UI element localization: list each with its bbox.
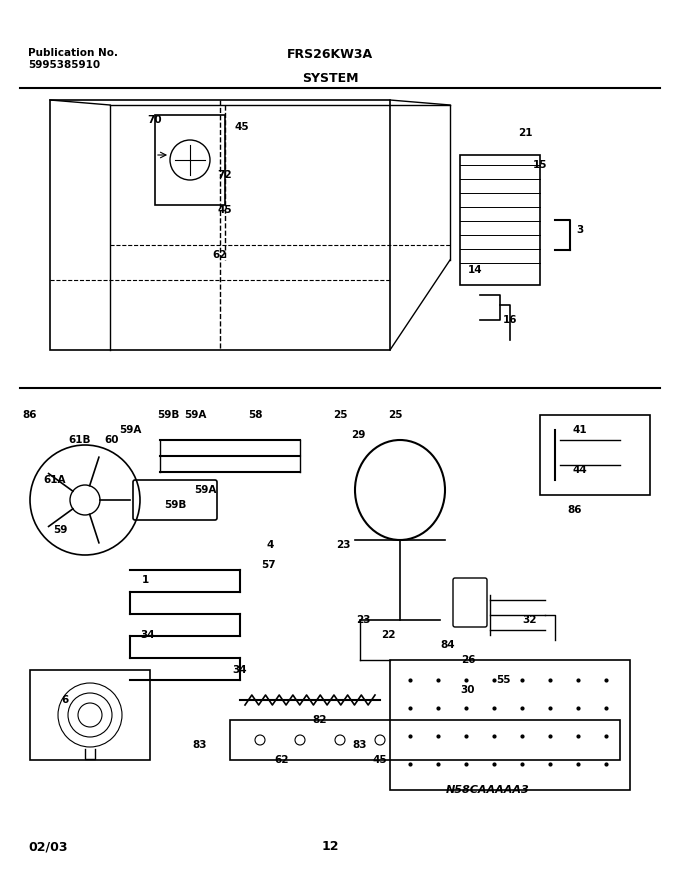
Text: 45: 45 xyxy=(235,122,250,132)
Text: 55: 55 xyxy=(496,675,510,685)
Text: 15: 15 xyxy=(532,160,547,170)
Text: 62: 62 xyxy=(213,250,227,260)
Text: 41: 41 xyxy=(573,425,588,435)
Text: 57: 57 xyxy=(260,560,275,570)
Text: 61B: 61B xyxy=(69,435,91,445)
Text: 4: 4 xyxy=(267,540,273,550)
Text: 59: 59 xyxy=(53,525,67,535)
Text: 62: 62 xyxy=(275,755,289,765)
Text: FRS26KW3A: FRS26KW3A xyxy=(287,48,373,61)
Text: 44: 44 xyxy=(573,465,588,475)
Text: 26: 26 xyxy=(461,655,475,665)
Text: 34: 34 xyxy=(233,665,248,675)
Text: 82: 82 xyxy=(313,715,327,725)
Text: SYSTEM: SYSTEM xyxy=(302,72,358,85)
Text: 59A: 59A xyxy=(119,425,141,435)
Text: 6: 6 xyxy=(61,695,69,705)
Text: 84: 84 xyxy=(441,640,456,650)
Text: 83: 83 xyxy=(353,740,367,750)
Text: 59A: 59A xyxy=(194,485,216,495)
Text: 21: 21 xyxy=(517,128,532,138)
Text: 1: 1 xyxy=(141,575,149,585)
Text: 59B: 59B xyxy=(157,410,180,420)
Text: 45: 45 xyxy=(373,755,388,765)
Text: 60: 60 xyxy=(105,435,119,445)
Text: 23: 23 xyxy=(336,540,350,550)
Text: 86: 86 xyxy=(22,410,37,420)
Text: 61A: 61A xyxy=(44,475,66,485)
Text: 32: 32 xyxy=(523,615,537,625)
Text: 12: 12 xyxy=(321,840,339,853)
Text: 23: 23 xyxy=(356,615,370,625)
Text: 70: 70 xyxy=(148,115,163,125)
Text: N58CAAAAA3: N58CAAAAA3 xyxy=(446,785,530,795)
Text: 58: 58 xyxy=(248,410,262,420)
Text: 29: 29 xyxy=(351,430,365,440)
Text: 45: 45 xyxy=(218,205,233,215)
Text: 16: 16 xyxy=(503,315,517,325)
Text: 86: 86 xyxy=(568,505,582,515)
Text: 3: 3 xyxy=(577,225,583,235)
Text: Publication No.
5995385910: Publication No. 5995385910 xyxy=(28,48,118,70)
Text: 83: 83 xyxy=(192,740,207,750)
Text: 34: 34 xyxy=(141,630,155,640)
Text: 14: 14 xyxy=(468,265,482,275)
Text: 30: 30 xyxy=(461,685,475,695)
Text: 25: 25 xyxy=(388,410,403,420)
Text: 59B: 59B xyxy=(164,500,186,510)
Text: 02/03: 02/03 xyxy=(28,840,67,853)
Text: 25: 25 xyxy=(333,410,347,420)
Text: 22: 22 xyxy=(381,630,395,640)
Text: 72: 72 xyxy=(218,170,233,180)
Text: 59A: 59A xyxy=(184,410,206,420)
